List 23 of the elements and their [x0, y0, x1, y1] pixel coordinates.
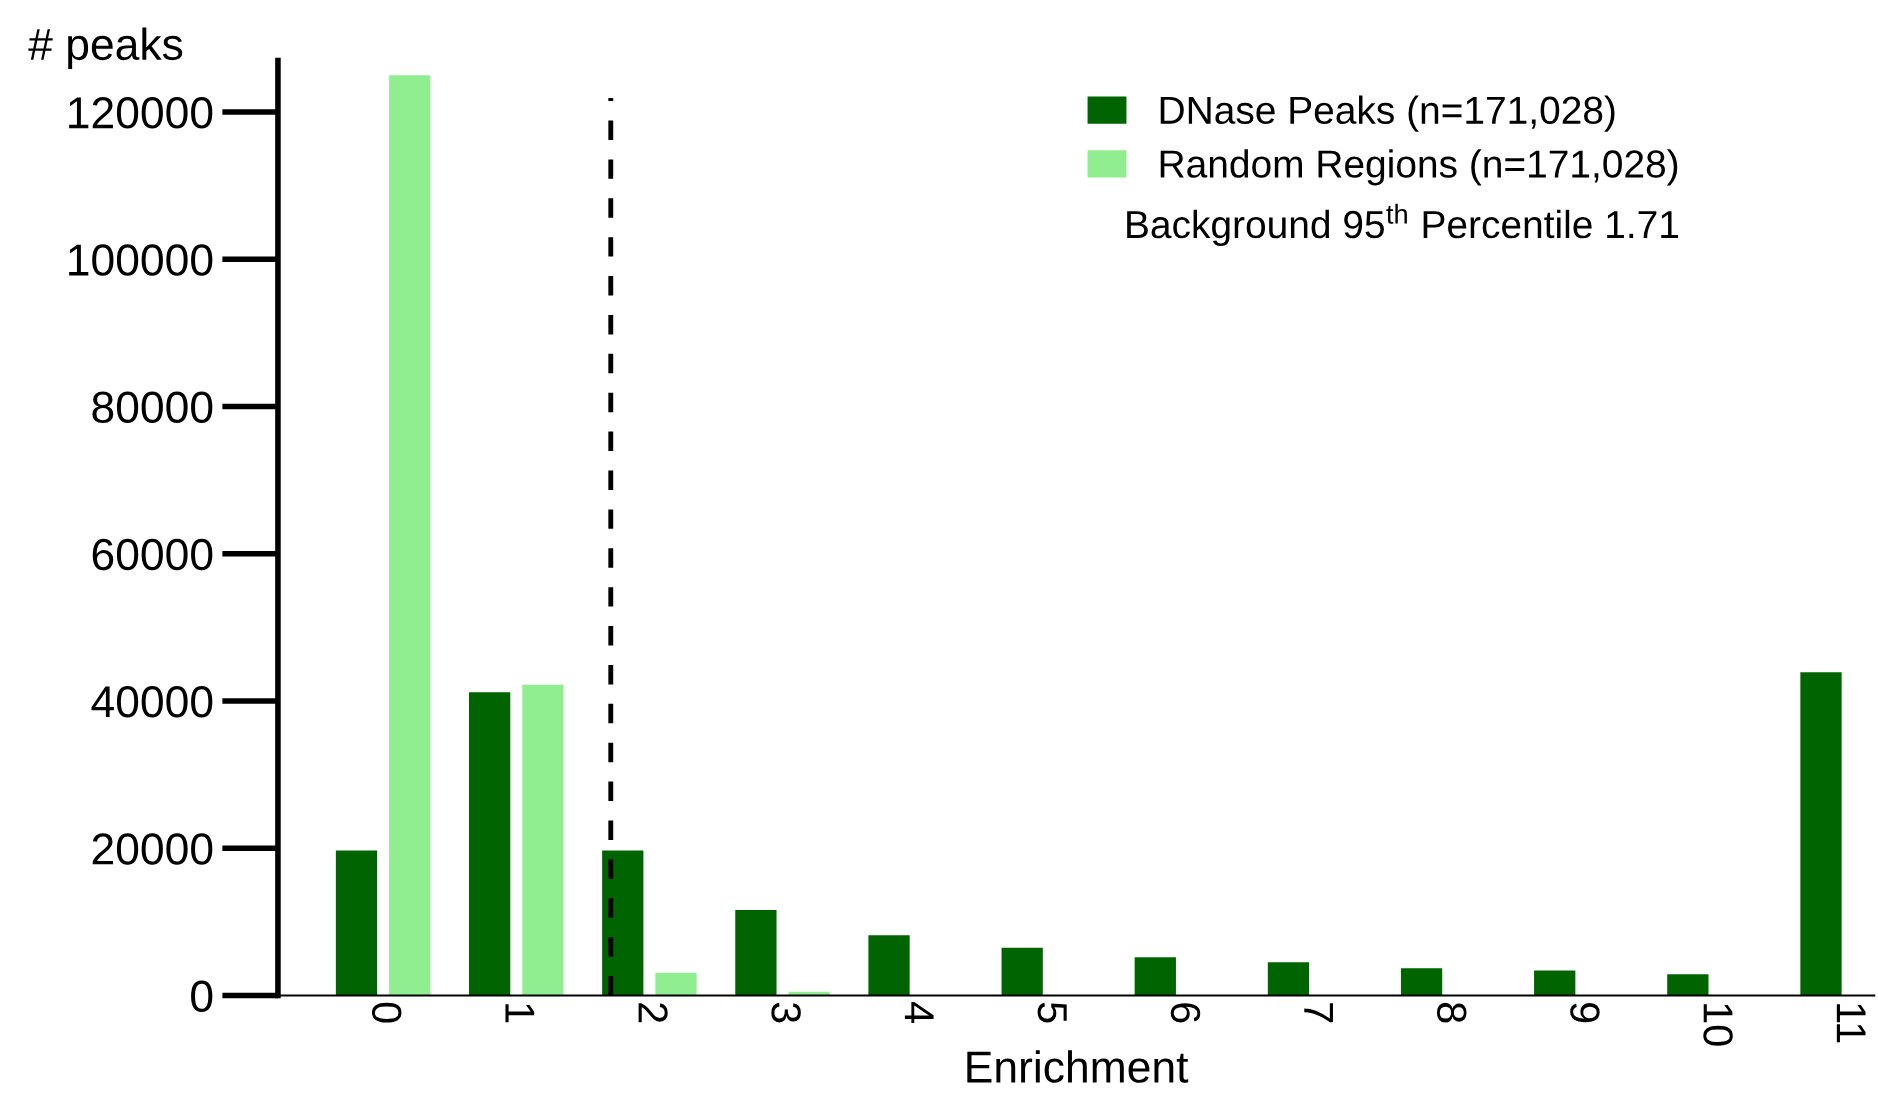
legend-label: Random Regions (n=171,028) [1160, 149, 1678, 186]
y-tick-label: 20000 [92, 833, 213, 865]
x-tick-label: 3 [771, 1002, 801, 1023]
x-tick-label: 8 [1437, 1002, 1467, 1023]
x-tick-label: 0 [371, 1002, 402, 1023]
x-tick-label: 4 [904, 1002, 934, 1024]
x-tick-label: 7 [1304, 1003, 1333, 1023]
legend-label: DNase Peaks (n=171,028) [1160, 95, 1615, 132]
x-tick-label: 9 [1570, 1003, 1600, 1023]
x-tick-label: 11 [1836, 1004, 1866, 1043]
x-tick-label: 1 [505, 1004, 535, 1023]
y-axis-title: # peaks [28, 27, 183, 69]
x-axis-title: Enrichment [967, 1050, 1189, 1083]
y-tick-label: 120000 [69, 97, 213, 129]
x-tick-label: 5 [1037, 1002, 1067, 1023]
x-tick-label: 2 [638, 1003, 668, 1023]
x-tick-label: 6 [1170, 1003, 1201, 1023]
y-tick-label: 40000 [91, 686, 213, 718]
x-tick-label: 10 [1703, 1004, 1733, 1046]
y-tick-label: 100000 [69, 244, 213, 276]
y-tick-label: 80000 [92, 391, 213, 424]
annotation: Background 95$^{th}$ Percentile 1.71 [1127, 203, 1679, 247]
y-tick-label: 60000 [92, 538, 213, 571]
